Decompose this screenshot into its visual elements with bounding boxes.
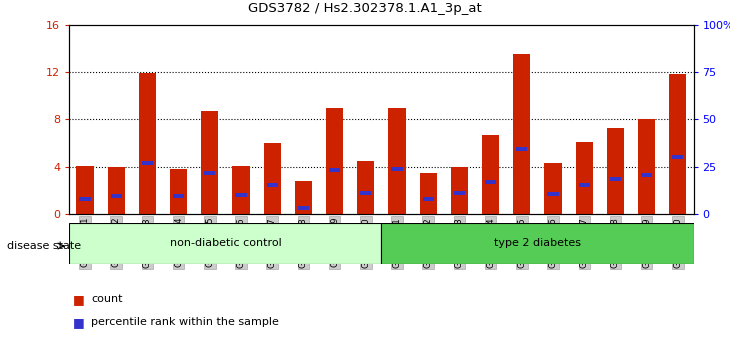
Bar — [69, 223, 381, 264]
Bar — [139, 73, 156, 214]
Text: ■: ■ — [73, 293, 85, 306]
Bar — [80, 197, 91, 201]
Bar — [423, 197, 434, 201]
Bar — [326, 108, 343, 214]
Bar — [201, 111, 218, 214]
Text: non-diabetic control: non-diabetic control — [169, 238, 281, 249]
Bar — [610, 177, 621, 181]
Text: percentile rank within the sample: percentile rank within the sample — [91, 317, 279, 327]
Bar — [142, 161, 153, 165]
Bar — [381, 223, 694, 264]
Text: disease state: disease state — [7, 241, 82, 251]
Bar — [579, 183, 590, 187]
Bar — [360, 191, 372, 195]
Text: type 2 diabetes: type 2 diabetes — [494, 238, 581, 249]
Bar — [420, 173, 437, 214]
Bar — [329, 168, 340, 172]
Bar — [110, 194, 122, 199]
Text: count: count — [91, 294, 123, 304]
Bar — [232, 166, 250, 214]
Bar — [388, 108, 406, 214]
Bar — [266, 183, 278, 187]
Bar — [357, 161, 374, 214]
Bar — [638, 119, 656, 214]
Bar — [607, 128, 624, 214]
Bar — [391, 167, 403, 171]
Bar — [107, 167, 125, 214]
Bar — [298, 206, 309, 210]
Bar — [235, 193, 247, 197]
Bar — [170, 169, 187, 214]
Bar — [548, 192, 558, 196]
Bar — [576, 142, 593, 214]
Bar — [672, 155, 683, 159]
Bar — [204, 171, 215, 175]
Bar — [641, 173, 653, 177]
Text: ■: ■ — [73, 316, 85, 329]
Bar — [173, 194, 184, 199]
Bar — [295, 181, 312, 214]
Bar — [513, 55, 531, 214]
Bar — [485, 180, 496, 184]
Bar — [264, 143, 281, 214]
Bar — [451, 167, 468, 214]
Bar — [482, 135, 499, 214]
Bar — [516, 147, 528, 151]
Bar — [669, 74, 686, 214]
Bar — [454, 191, 465, 195]
Bar — [545, 163, 561, 214]
Text: GDS3782 / Hs2.302378.1.A1_3p_at: GDS3782 / Hs2.302378.1.A1_3p_at — [248, 2, 482, 15]
Bar — [77, 166, 93, 214]
